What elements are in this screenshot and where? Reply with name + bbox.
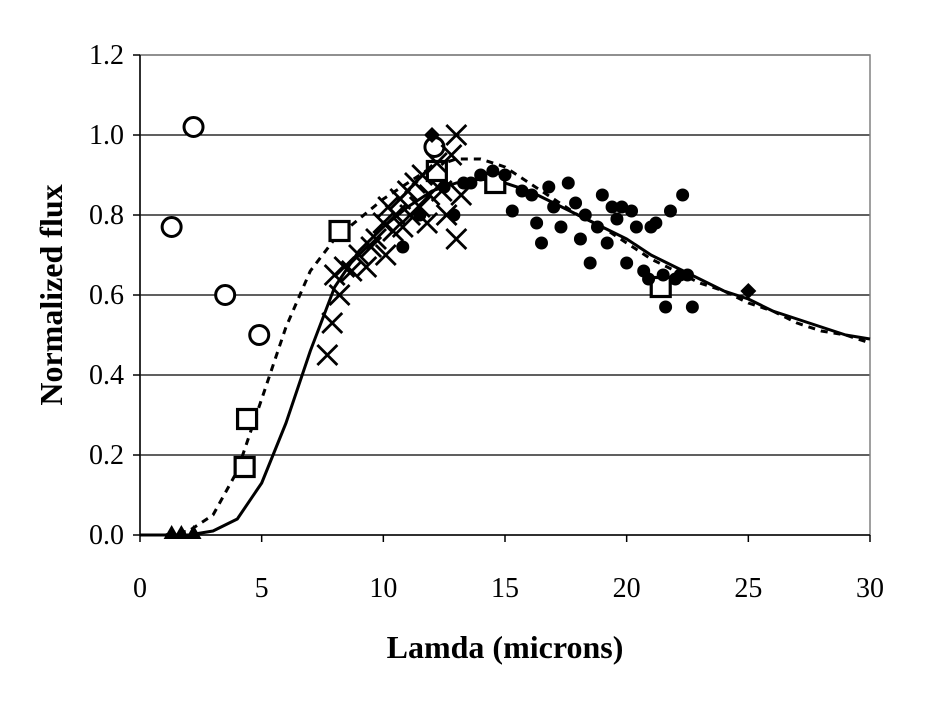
filled-circle-point-23	[595, 188, 609, 202]
filled-circle-point-2	[437, 180, 451, 194]
x-tick-label-3: 15	[491, 573, 519, 604]
x-tick-label-0: 0	[133, 573, 147, 604]
cross-point-3	[328, 284, 351, 306]
cross-point-16	[391, 216, 414, 238]
filled-circle-point-7	[486, 164, 500, 178]
cross-point-5	[340, 260, 363, 282]
x-tick-label-6: 30	[856, 573, 884, 604]
filled-circle-point-11	[525, 188, 539, 202]
filled-circle-point-12	[530, 216, 544, 230]
x-tick-label-2: 10	[369, 573, 397, 604]
open-circle-point-0	[160, 216, 183, 238]
x-tick-label-1: 5	[255, 573, 269, 604]
cross-point-24	[425, 152, 448, 174]
filled-circle-point-34	[649, 216, 663, 230]
filled-circle-point-19	[573, 232, 587, 246]
filled-circle-point-18	[569, 196, 583, 210]
y-tick-label-4: 0.8	[89, 200, 124, 231]
x-tick-label-4: 20	[613, 573, 641, 604]
cross-point-29	[445, 228, 468, 250]
filled-circle-point-26	[610, 212, 624, 226]
filled-circle-point-10	[515, 184, 529, 198]
tick-labels: 0 5 10 15 20 25 30 0.0 0.2 0.4 0.6 0.8 1.0 1.2	[89, 40, 884, 604]
filled-circle-point-3	[447, 208, 461, 222]
open-square-point-1	[235, 407, 259, 431]
cross-point-28	[445, 124, 468, 146]
filled-circle-point-16	[554, 220, 568, 234]
filled-circle-point-8	[498, 168, 512, 182]
filled-circle-point-30	[629, 220, 643, 234]
y-tick-label-0: 0.0	[89, 520, 124, 551]
filled-circle-point-40	[676, 188, 690, 202]
data-markers	[160, 116, 757, 539]
y-tick-label-6: 1.2	[89, 40, 124, 71]
cross-point-27	[440, 144, 463, 166]
open-circle-point-1	[182, 116, 205, 138]
cross-point-21	[411, 164, 434, 186]
filled-circle-point-14	[542, 180, 556, 194]
y-tick-label-5: 1.0	[89, 120, 124, 151]
cross-point-23	[418, 184, 441, 206]
filled-circle-point-15	[547, 200, 561, 214]
open-square-point-2	[328, 219, 351, 243]
cross-point-4	[333, 256, 356, 278]
filled-circle-point-5	[464, 176, 478, 190]
filled-circle-point-0	[396, 240, 410, 254]
filled-circle-point-13	[535, 236, 548, 250]
x-tick-label-5: 25	[734, 573, 762, 604]
open-circle-point-2	[214, 284, 237, 306]
x-axis-title: Lamda (microns)	[387, 629, 624, 665]
cross-point-26	[435, 204, 458, 226]
filled-circle-point-36	[659, 300, 673, 314]
filled-circle-point-42	[685, 300, 699, 314]
filled-circle-point-37	[663, 204, 677, 218]
filled-circle-point-27	[615, 200, 629, 214]
filled-circle-point-22	[590, 220, 604, 234]
filled-circle-point-24	[600, 236, 614, 250]
open-circle-point-3	[248, 324, 271, 346]
filled-circle-point-9	[505, 204, 519, 218]
y-tick-label-1: 0.2	[89, 440, 124, 471]
filled-circle-point-21	[583, 256, 597, 270]
filled-circle-point-41	[681, 268, 694, 282]
y-tick-label-3: 0.6	[89, 280, 124, 311]
filled-circle-point-28	[620, 256, 634, 270]
dashed-curve	[140, 157, 871, 537]
filled-circle-point-29	[625, 204, 639, 218]
cross-point-9	[365, 228, 388, 250]
cross-point-0	[316, 344, 339, 366]
y-axis-title: Normalized flux	[33, 184, 69, 405]
cross-point-7	[355, 256, 378, 278]
solid-curve	[140, 177, 871, 537]
grid-lines	[140, 54, 870, 456]
filled-circle-point-20	[578, 208, 592, 222]
filled-diamond-point-0	[424, 127, 440, 143]
filled-circle-point-17	[561, 176, 575, 190]
filled-diamond-point-1	[740, 283, 757, 299]
filled-circle-point-35	[656, 268, 670, 282]
open-square-point-0	[233, 455, 256, 479]
cross-point-11	[374, 244, 397, 266]
cross-point-20	[408, 196, 431, 218]
filled-circle-point-25	[605, 200, 619, 214]
cross-point-1	[321, 312, 344, 334]
filled-circle-point-6	[474, 168, 488, 182]
filled-circle-point-32	[642, 272, 656, 286]
y-tick-label-2: 0.4	[89, 360, 124, 391]
filled-circle-point-1	[413, 208, 427, 222]
axes	[133, 54, 871, 542]
